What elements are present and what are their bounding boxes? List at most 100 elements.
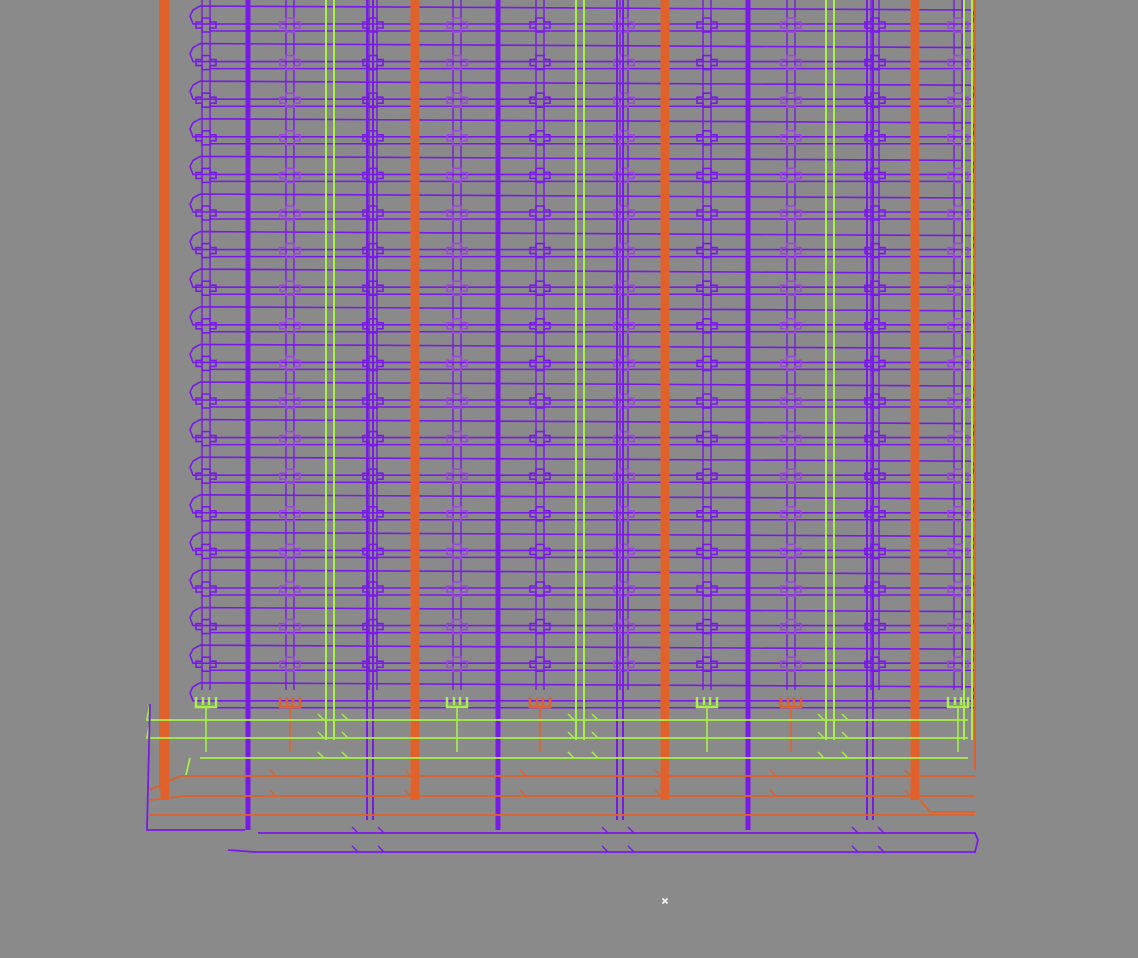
cell-icon (529, 543, 551, 560)
cell-icon (864, 242, 886, 259)
cell-icon (446, 543, 468, 560)
cell-icon (947, 242, 969, 259)
cell-icon (613, 355, 635, 372)
cell-icon (362, 242, 384, 259)
cell-icon (696, 656, 718, 672)
branch-arrow (404, 789, 412, 797)
cell-icon (947, 167, 969, 184)
cell-icon (446, 130, 468, 146)
cell-icon (529, 130, 551, 146)
branch-arrow (851, 845, 859, 853)
cell-icon (362, 393, 384, 409)
cell-icon (362, 17, 384, 33)
cell-icon (613, 92, 635, 108)
cell-icon (279, 393, 301, 409)
branch-arrow (341, 751, 349, 759)
cell-icon (195, 130, 217, 146)
cell-icon (529, 393, 551, 409)
cell-icon (864, 92, 886, 108)
purple-bus (146, 703, 245, 831)
cell-icon (529, 280, 551, 296)
cell-icon (947, 205, 969, 221)
cell-icon (613, 167, 635, 184)
wire-row-loop (189, 418, 976, 439)
cell-icon (696, 318, 718, 334)
comb-connector-icon (779, 697, 803, 709)
branch-arrow (591, 713, 599, 721)
wire-row-loop (189, 305, 976, 326)
cell-icon (362, 167, 384, 184)
cell-icon (780, 393, 802, 409)
cell-icon (696, 543, 718, 560)
cell-icon (362, 543, 384, 560)
branch-arrow (317, 731, 325, 739)
cell-icon (780, 242, 802, 259)
branch-arrow (567, 751, 575, 759)
comb-connector-icon (695, 697, 719, 709)
cell-icon (279, 205, 301, 221)
cell-icon (279, 506, 301, 522)
branch-arrow (351, 826, 359, 834)
branch-arrow (269, 789, 277, 797)
branch-arrow (351, 845, 359, 853)
wire-row-loop (189, 569, 976, 589)
cell-icon (780, 656, 802, 672)
crosshair-cursor-icon (661, 897, 669, 905)
cell-icon (279, 17, 301, 33)
green-bus-tail (185, 757, 191, 776)
cell-icon (279, 167, 301, 184)
cell-icon (279, 92, 301, 108)
cell-icon (529, 430, 551, 447)
branch-arrow (601, 826, 609, 834)
branch-arrow (817, 751, 825, 759)
cell-icon (947, 92, 969, 108)
cell-icon (279, 355, 301, 372)
cell-icon (613, 430, 635, 447)
orange-bus-tail (919, 799, 975, 813)
cell-icons (195, 17, 969, 672)
cell-icon (780, 430, 802, 447)
branch-arrow (567, 731, 575, 739)
cell-icon (780, 205, 802, 221)
cell-icon (362, 581, 384, 597)
branch-arrow (341, 713, 349, 721)
cell-icon (362, 205, 384, 221)
wire-row-loop (189, 268, 976, 289)
cell-icon (696, 167, 718, 184)
branch-arrow (341, 731, 349, 739)
cell-icon (529, 355, 551, 372)
cell-icon (696, 468, 718, 484)
cell-icon (529, 468, 551, 484)
cell-icon (613, 17, 635, 33)
cell-icon (613, 506, 635, 522)
cell-icon (446, 92, 468, 108)
comb-connector-icon (528, 697, 552, 709)
cell-icon (780, 54, 802, 71)
cell-icon (446, 468, 468, 484)
cell-icon (362, 618, 384, 635)
cell-icon (279, 242, 301, 259)
cell-icon (446, 393, 468, 409)
cell-icon (613, 130, 635, 146)
cell-icon (864, 205, 886, 221)
branch-arrow (817, 731, 825, 739)
branch-arrow (317, 713, 325, 721)
cell-icon (947, 430, 969, 447)
cell-icon (195, 468, 217, 484)
cell-icon (780, 506, 802, 522)
cell-icon (195, 355, 217, 372)
cell-icon (947, 318, 969, 334)
orange-bus (149, 795, 975, 801)
cell-icon (780, 581, 802, 597)
cell-icon (947, 656, 969, 672)
wire-row-loop (189, 155, 976, 176)
cell-icon (696, 205, 718, 221)
branch-arrow (377, 826, 385, 834)
cell-icon (613, 618, 635, 635)
cell-icon (613, 242, 635, 259)
branch-arrow (851, 826, 859, 834)
cell-icon (696, 506, 718, 522)
branch-arrow (877, 845, 885, 853)
cell-icon (362, 506, 384, 522)
